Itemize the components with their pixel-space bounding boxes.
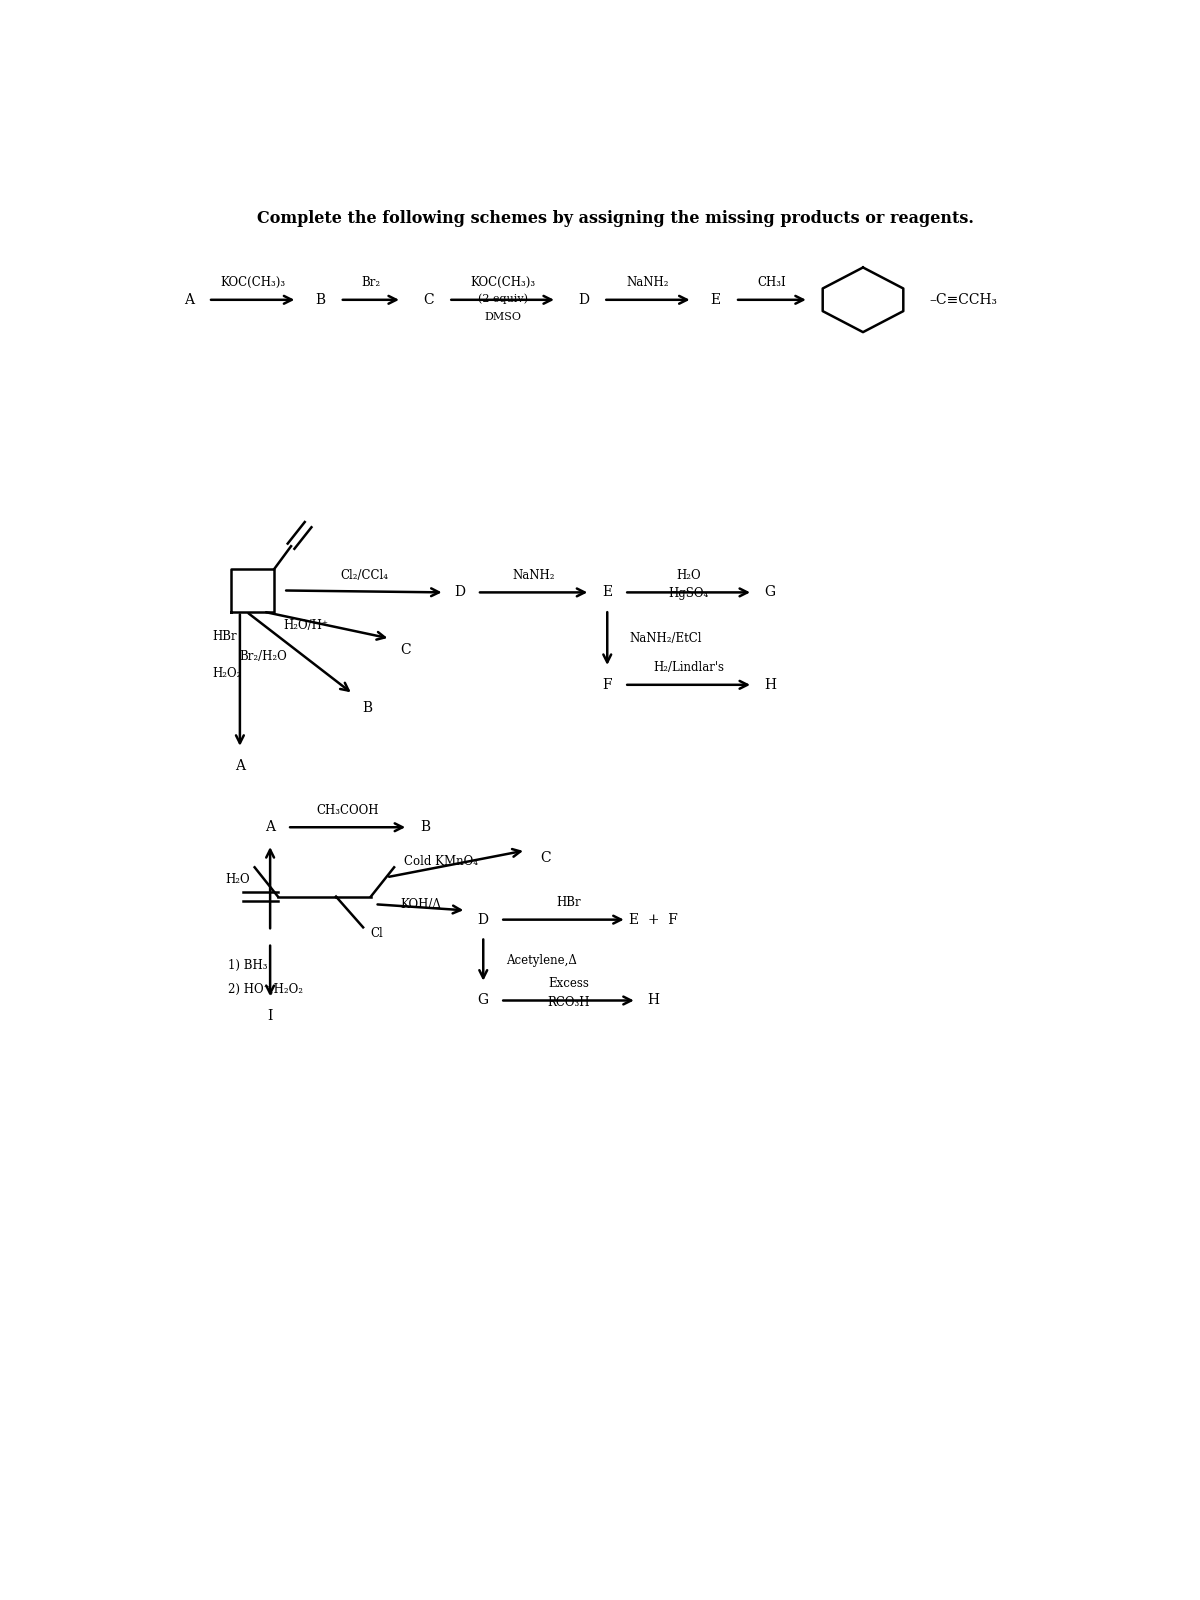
Text: RCO₃H: RCO₃H	[547, 995, 589, 1008]
Text: KOC(CH₃)₃: KOC(CH₃)₃	[470, 277, 535, 290]
Text: H₂O/H⁺: H₂O/H⁺	[283, 619, 329, 632]
Text: NaNH₂: NaNH₂	[512, 570, 554, 582]
Text: G: G	[478, 994, 488, 1008]
Text: –C≡CCH₃: –C≡CCH₃	[930, 293, 997, 307]
Text: D: D	[455, 586, 466, 600]
Text: Complete the following schemes by assigning the missing products or reagents.: Complete the following schemes by assign…	[257, 211, 973, 227]
Text: B: B	[316, 293, 325, 307]
Text: H: H	[764, 678, 776, 691]
Text: NaNH₂: NaNH₂	[626, 277, 670, 290]
Text: E: E	[602, 586, 612, 600]
Text: Br₂: Br₂	[361, 277, 380, 290]
Text: CH₃I: CH₃I	[757, 277, 786, 290]
Text: Cl: Cl	[371, 926, 384, 941]
Text: A: A	[265, 821, 275, 834]
Text: B: B	[362, 701, 372, 715]
Text: Br₂/H₂O: Br₂/H₂O	[239, 650, 287, 662]
Text: 2) HO⁻,H₂O₂: 2) HO⁻,H₂O₂	[228, 982, 302, 995]
Text: I: I	[268, 1010, 272, 1022]
Text: F: F	[602, 678, 612, 691]
Text: G: G	[764, 586, 775, 600]
Text: KOH/Δ: KOH/Δ	[401, 898, 442, 910]
Text: 1) BH₃: 1) BH₃	[228, 960, 266, 973]
Text: E  +  F: E + F	[629, 912, 678, 926]
Text: Acetylene,Δ: Acetylene,Δ	[506, 954, 577, 966]
Text: C: C	[540, 851, 551, 866]
Text: HgSO₄: HgSO₄	[668, 587, 709, 600]
Text: D: D	[478, 912, 488, 926]
Text: HBr: HBr	[212, 630, 236, 643]
Text: E: E	[710, 293, 721, 307]
Text: Excess: Excess	[548, 978, 589, 990]
Text: DMSO: DMSO	[484, 312, 521, 322]
Text: H₂O: H₂O	[226, 872, 250, 886]
Text: C: C	[401, 643, 412, 658]
Text: NaNH₂/EtCl: NaNH₂/EtCl	[629, 632, 702, 645]
Text: H₂/Lindlar's: H₂/Lindlar's	[653, 661, 724, 674]
Text: KOC(CH₃)₃: KOC(CH₃)₃	[220, 277, 286, 290]
Text: C: C	[424, 293, 434, 307]
Text: A: A	[184, 293, 193, 307]
Text: H₂O: H₂O	[677, 570, 701, 582]
Text: (2 equiv): (2 equiv)	[478, 293, 528, 304]
Text: Cl₂/CCl₄: Cl₂/CCl₄	[340, 570, 388, 582]
Text: D: D	[578, 293, 589, 307]
Text: A: A	[235, 758, 245, 773]
Text: H₂O₂: H₂O₂	[212, 667, 241, 680]
Text: Cold KMnO₄: Cold KMnO₄	[403, 856, 478, 869]
Text: B: B	[420, 821, 430, 834]
Text: CH₃COOH: CH₃COOH	[317, 803, 379, 818]
Text: HBr: HBr	[556, 896, 581, 909]
Text: H: H	[648, 994, 660, 1008]
